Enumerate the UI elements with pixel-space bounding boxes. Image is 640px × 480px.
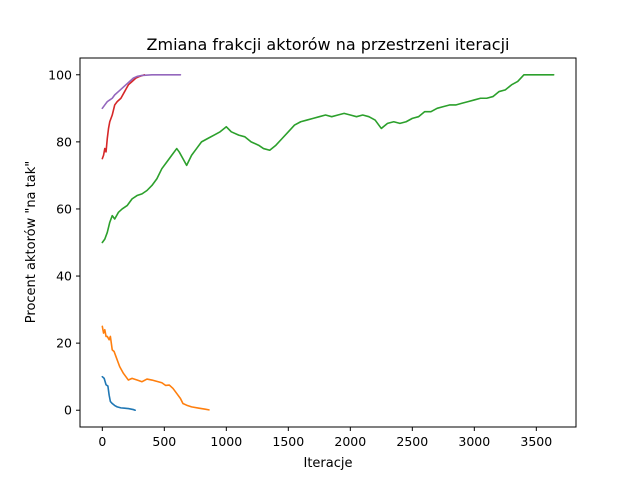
y-axis-label: Procent aktorów "na tak" [24, 161, 39, 323]
x-axis: 0 500 1000 1500 2000 2500 3000 3500 [98, 427, 552, 449]
x-tick-label: 1500 [272, 434, 304, 449]
chart-title: Zmiana frakcji aktorów na przestrzeni it… [147, 35, 510, 54]
series-line-4 [101, 73, 146, 160]
x-tick-label: 500 [152, 434, 176, 449]
plot-frame [79, 57, 577, 428]
x-tick-label: 3000 [458, 434, 490, 449]
y-axis: 0 20 40 60 80 100 [48, 67, 80, 418]
x-tick-label: 0 [98, 434, 106, 449]
series-line-5 [101, 73, 182, 110]
x-tick-label: 3500 [520, 434, 552, 449]
x-tick-label: 1000 [210, 434, 242, 449]
y-tick-label: 60 [56, 201, 72, 216]
series-line-2 [101, 325, 210, 411]
x-axis-label: Iteracje [304, 456, 353, 471]
y-tick-label: 20 [56, 336, 72, 351]
y-tick-label: 100 [48, 67, 72, 82]
y-tick-label: 40 [56, 269, 72, 284]
x-tick-label: 2000 [334, 434, 366, 449]
x-tick-label: 2500 [396, 434, 428, 449]
series-line-1 [101, 375, 136, 412]
series-line-3 [101, 73, 555, 244]
series-layer [101, 73, 555, 412]
y-tick-label: 0 [64, 403, 72, 418]
y-tick-label: 80 [56, 134, 72, 149]
